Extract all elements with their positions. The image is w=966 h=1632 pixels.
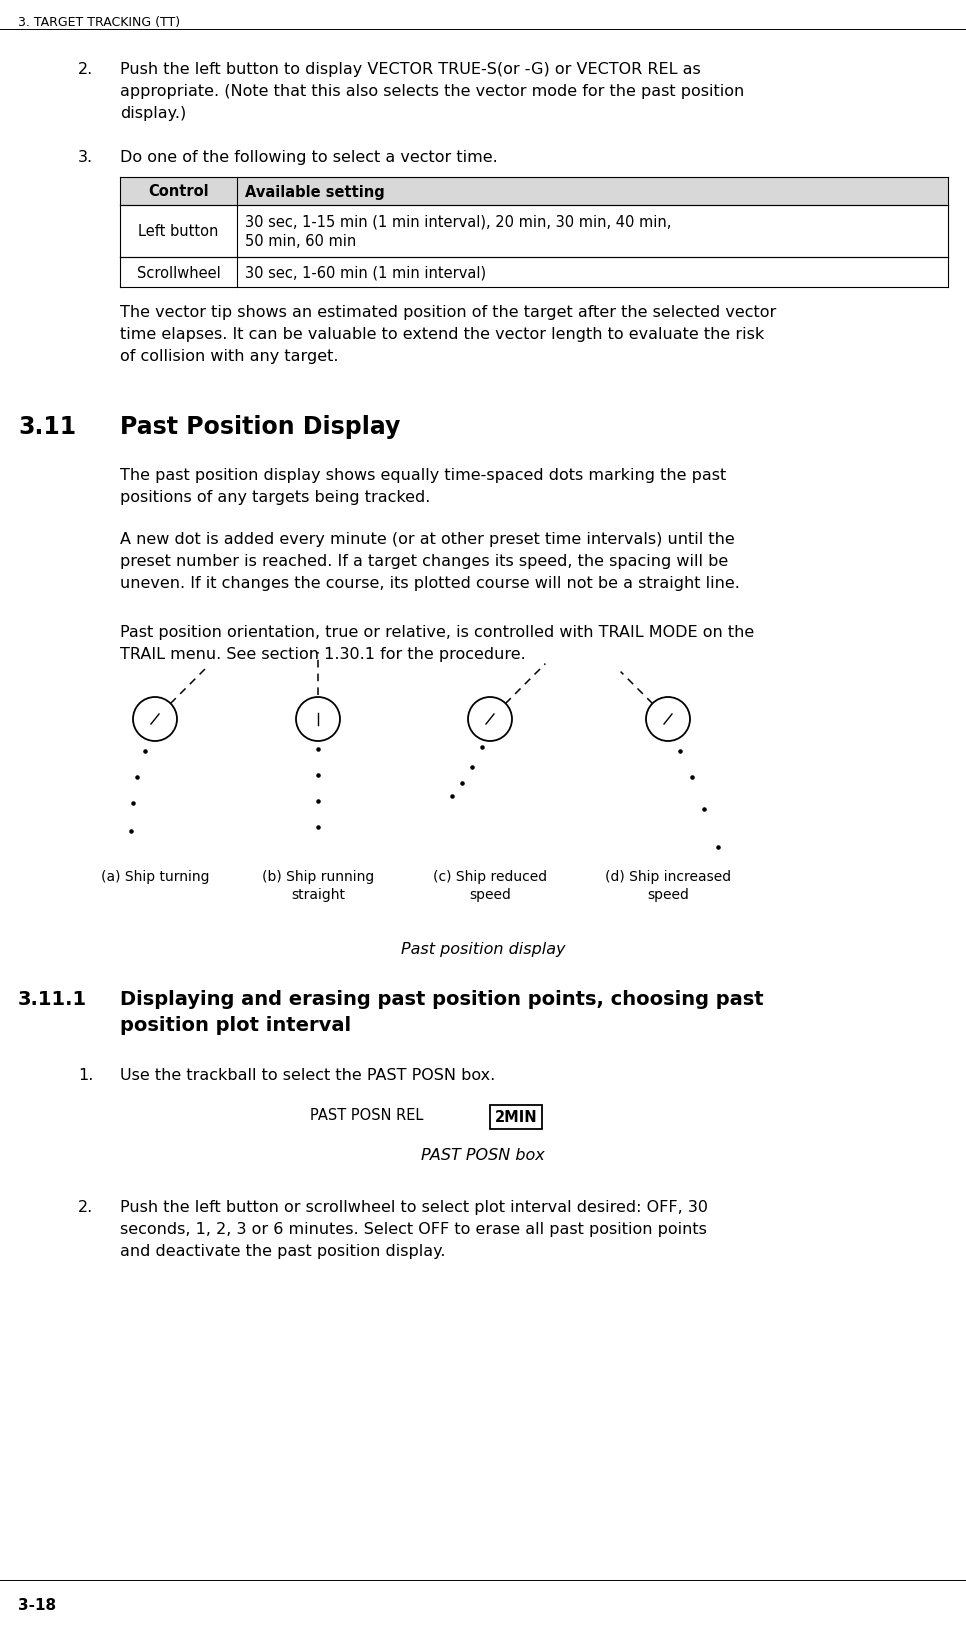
Text: (a) Ship turning: (a) Ship turning [100, 870, 210, 883]
Text: (b) Ship running
straight: (b) Ship running straight [262, 870, 374, 902]
Text: Past position orientation, true or relative, is controlled with TRAIL MODE on th: Past position orientation, true or relat… [120, 625, 754, 640]
Text: position plot interval: position plot interval [120, 1015, 351, 1035]
Text: 3.11.1: 3.11.1 [18, 989, 87, 1009]
Text: 3.11: 3.11 [18, 415, 76, 439]
Text: 2.: 2. [78, 62, 94, 77]
Text: 2.: 2. [78, 1200, 94, 1214]
Text: Left button: Left button [138, 224, 218, 240]
Text: seconds, 1, 2, 3 or 6 minutes. Select OFF to erase all past position points: seconds, 1, 2, 3 or 6 minutes. Select OF… [120, 1221, 707, 1237]
Text: display.): display.) [120, 106, 186, 121]
Text: appropriate. (Note that this also selects the vector mode for the past position: appropriate. (Note that this also select… [120, 83, 744, 100]
Text: Displaying and erasing past position points, choosing past: Displaying and erasing past position poi… [120, 989, 764, 1009]
Text: of collision with any target.: of collision with any target. [120, 349, 338, 364]
Text: (c) Ship reduced
speed: (c) Ship reduced speed [433, 870, 547, 902]
Text: Past position display: Past position display [401, 942, 565, 956]
Text: 3. TARGET TRACKING (TT): 3. TARGET TRACKING (TT) [18, 16, 180, 29]
Text: 30 sec, 1-60 min (1 min interval): 30 sec, 1-60 min (1 min interval) [245, 266, 486, 281]
Bar [490, 1105, 542, 1129]
Text: Scrollwheel: Scrollwheel [136, 266, 220, 281]
Text: 1.: 1. [78, 1067, 94, 1082]
Text: Push the left button or scrollwheel to select plot interval desired: OFF, 30: Push the left button or scrollwheel to s… [120, 1200, 708, 1214]
Bar [120, 258, 948, 287]
Text: Past Position Display: Past Position Display [120, 415, 400, 439]
Text: preset number is reached. If a target changes its speed, the spacing will be: preset number is reached. If a target ch… [120, 553, 728, 568]
Text: Control: Control [148, 184, 209, 199]
Text: Use the trackball to select the PAST POSN box.: Use the trackball to select the PAST POS… [120, 1067, 496, 1082]
Text: A new dot is added every minute (or at other preset time intervals) until the: A new dot is added every minute (or at o… [120, 532, 735, 547]
Text: Available setting: Available setting [245, 184, 384, 199]
Text: PAST POSN REL: PAST POSN REL [310, 1108, 423, 1123]
Text: positions of any targets being tracked.: positions of any targets being tracked. [120, 490, 431, 504]
Bar [120, 178, 948, 206]
Text: uneven. If it changes the course, its plotted course will not be a straight line: uneven. If it changes the course, its pl… [120, 576, 740, 591]
Text: PAST POSN box: PAST POSN box [421, 1147, 545, 1162]
Text: The vector tip shows an estimated position of the target after the selected vect: The vector tip shows an estimated positi… [120, 305, 777, 320]
Text: Do one of the following to select a vector time.: Do one of the following to select a vect… [120, 150, 497, 165]
Text: 2MIN: 2MIN [495, 1110, 537, 1124]
Text: 3-18: 3-18 [18, 1598, 56, 1612]
Text: TRAIL menu. See section 1.30.1 for the procedure.: TRAIL menu. See section 1.30.1 for the p… [120, 646, 526, 661]
Text: 3.: 3. [78, 150, 93, 165]
Text: Push the left button to display VECTOR TRUE-S(or -G) or VECTOR REL as: Push the left button to display VECTOR T… [120, 62, 700, 77]
Text: time elapses. It can be valuable to extend the vector length to evaluate the ris: time elapses. It can be valuable to exte… [120, 326, 764, 341]
Bar [120, 206, 948, 258]
Text: 30 sec, 1-15 min (1 min interval), 20 min, 30 min, 40 min,
50 min, 60 min: 30 sec, 1-15 min (1 min interval), 20 mi… [245, 214, 671, 250]
Text: The past position display shows equally time-spaced dots marking the past: The past position display shows equally … [120, 468, 726, 483]
Text: and deactivate the past position display.: and deactivate the past position display… [120, 1244, 445, 1258]
Text: (d) Ship increased
speed: (d) Ship increased speed [605, 870, 731, 902]
